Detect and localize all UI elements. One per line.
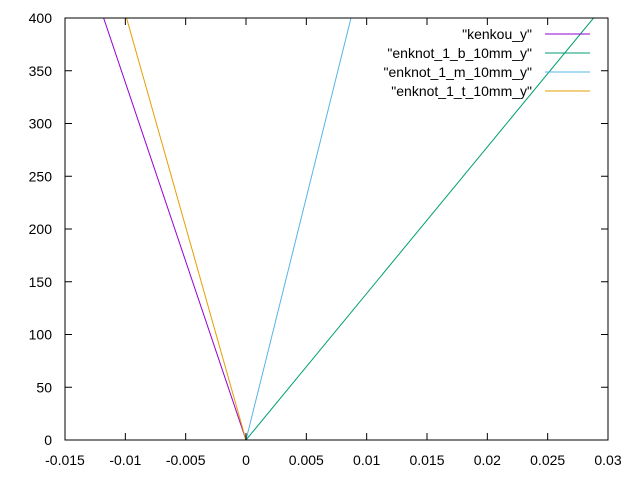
legend-item: "kenkou_y" bbox=[462, 26, 590, 42]
legend-label: "kenkou_y" bbox=[462, 26, 532, 42]
axis-layer: -0.015 -0.01 -0.005 0 0.005 0.01 0.015 0.02 0.02… bbox=[29, 10, 622, 468]
legend-item: "enknot_1_m_10mm_y" bbox=[384, 64, 590, 80]
legend: "kenkou_y" "enknot_1_b_10mm_y" "enknot_1_m… bbox=[384, 26, 590, 99]
legend-item: "enknot_1_t_10mm_y" bbox=[391, 83, 590, 99]
y-tick-label: 250 bbox=[29, 168, 53, 184]
y-tick-label: 100 bbox=[29, 327, 53, 343]
y-tick-label: 200 bbox=[29, 221, 53, 237]
x-tick-label: 0 bbox=[242, 452, 250, 468]
legend-label: "enknot_1_m_10mm_y" bbox=[384, 64, 532, 80]
x-tick-label: -0.005 bbox=[166, 452, 206, 468]
x-tick-label: 0.01 bbox=[353, 452, 380, 468]
y-tick-label: 150 bbox=[29, 274, 53, 290]
x-tick-label: 0.015 bbox=[409, 452, 444, 468]
legend-item: "enknot_1_b_10mm_y" bbox=[387, 45, 590, 61]
x-tick-label: 0.02 bbox=[474, 452, 501, 468]
series-line-2 bbox=[245, 18, 594, 440]
y-tick-label: 300 bbox=[29, 116, 53, 132]
series-line-4 bbox=[126, 18, 247, 440]
x-tick-label: 0.03 bbox=[594, 452, 621, 468]
y-tick-label: 50 bbox=[36, 379, 52, 395]
x-tick-label: 0.005 bbox=[289, 452, 324, 468]
series-line-3 bbox=[245, 18, 352, 440]
x-tick-label: -0.015 bbox=[45, 452, 85, 468]
x-tick-label: -0.01 bbox=[109, 452, 141, 468]
y-tick-label: 400 bbox=[29, 10, 53, 26]
series-layer bbox=[103, 18, 594, 440]
y-tick-label: 0 bbox=[44, 432, 52, 448]
legend-label: "enknot_1_t_10mm_y" bbox=[391, 83, 532, 99]
y-tick-label: 350 bbox=[29, 63, 53, 79]
x-tick-label: 0.025 bbox=[530, 452, 565, 468]
series-line-1 bbox=[103, 18, 247, 440]
legend-label: "enknot_1_b_10mm_y" bbox=[387, 45, 532, 61]
